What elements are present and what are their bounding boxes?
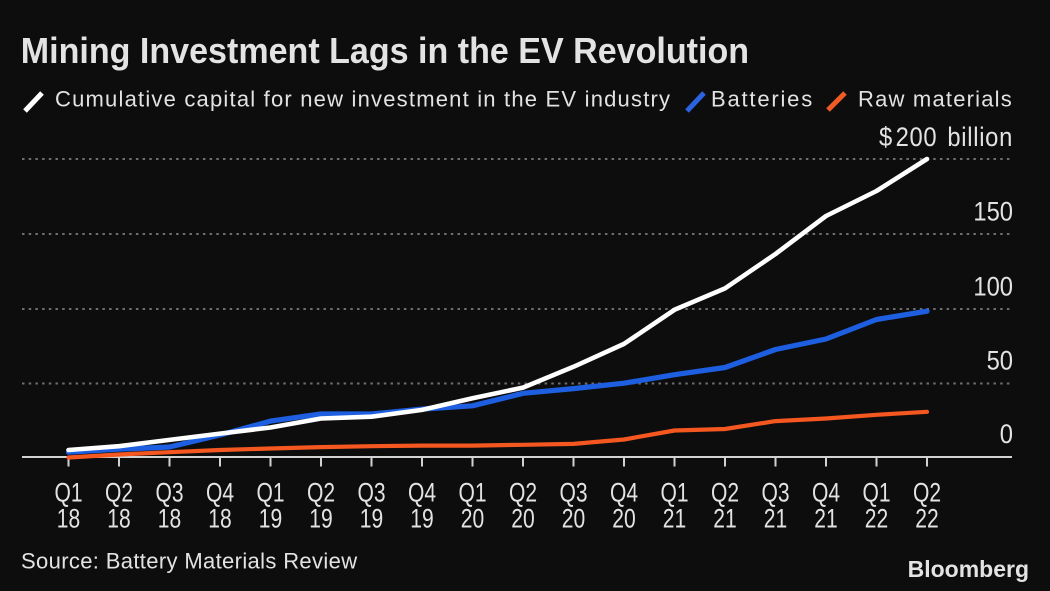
svg-text:Q1: Q1	[862, 478, 890, 508]
svg-text:Q1: Q1	[660, 478, 688, 508]
svg-text:Bloomberg: Bloomberg	[908, 556, 1029, 582]
svg-text:Cumulative capital for new inv: Cumulative capital for new investment in…	[55, 87, 671, 112]
svg-text:Q3: Q3	[761, 478, 789, 508]
svg-text:Q2: Q2	[105, 478, 133, 508]
svg-text:100: 100	[973, 272, 1013, 302]
svg-text:22: 22	[865, 504, 888, 534]
svg-text:18: 18	[208, 504, 231, 534]
svg-text:19: 19	[309, 504, 332, 534]
svg-text:Q4: Q4	[206, 478, 234, 508]
svg-text:50: 50	[987, 346, 1013, 376]
svg-text:18: 18	[158, 504, 181, 534]
svg-text:21: 21	[713, 504, 736, 534]
svg-text:Q4: Q4	[812, 478, 840, 508]
svg-text:Q3: Q3	[357, 478, 385, 508]
svg-text:Q4: Q4	[610, 478, 638, 508]
svg-text:20: 20	[511, 504, 534, 534]
svg-text:Q3: Q3	[559, 478, 587, 508]
svg-text:Q2: Q2	[913, 478, 941, 508]
svg-text:Mining Investment Lags in the: Mining Investment Lags in the EV Revolut…	[21, 31, 749, 71]
svg-text:22: 22	[915, 504, 938, 534]
svg-text:19: 19	[360, 504, 383, 534]
svg-text:Q2: Q2	[307, 478, 335, 508]
svg-text:21: 21	[663, 504, 686, 534]
svg-text:20: 20	[562, 504, 585, 534]
svg-text:0: 0	[1000, 420, 1013, 450]
svg-text:Source: Battery Materials Revi: Source: Battery Materials Review	[21, 549, 357, 574]
svg-text:19: 19	[410, 504, 433, 534]
svg-text:20: 20	[461, 504, 484, 534]
svg-text:Q1: Q1	[458, 478, 486, 508]
svg-text:Raw materials: Raw materials	[858, 87, 1013, 112]
svg-text:21: 21	[814, 504, 837, 534]
svg-text:20: 20	[612, 504, 635, 534]
svg-text:$ 200 billion: $ 200 billion	[879, 123, 1013, 153]
svg-text:18: 18	[57, 504, 80, 534]
svg-text:Q4: Q4	[408, 478, 436, 508]
svg-text:Q1: Q1	[256, 478, 284, 508]
svg-text:21: 21	[764, 504, 787, 534]
svg-text:150: 150	[973, 197, 1013, 227]
svg-text:Q2: Q2	[509, 478, 537, 508]
svg-text:Q1: Q1	[54, 478, 82, 508]
svg-text:Q3: Q3	[155, 478, 183, 508]
svg-text:19: 19	[259, 504, 282, 534]
svg-text:Batteries: Batteries	[711, 87, 814, 112]
svg-text:Q2: Q2	[711, 478, 739, 508]
svg-text:18: 18	[107, 504, 130, 534]
